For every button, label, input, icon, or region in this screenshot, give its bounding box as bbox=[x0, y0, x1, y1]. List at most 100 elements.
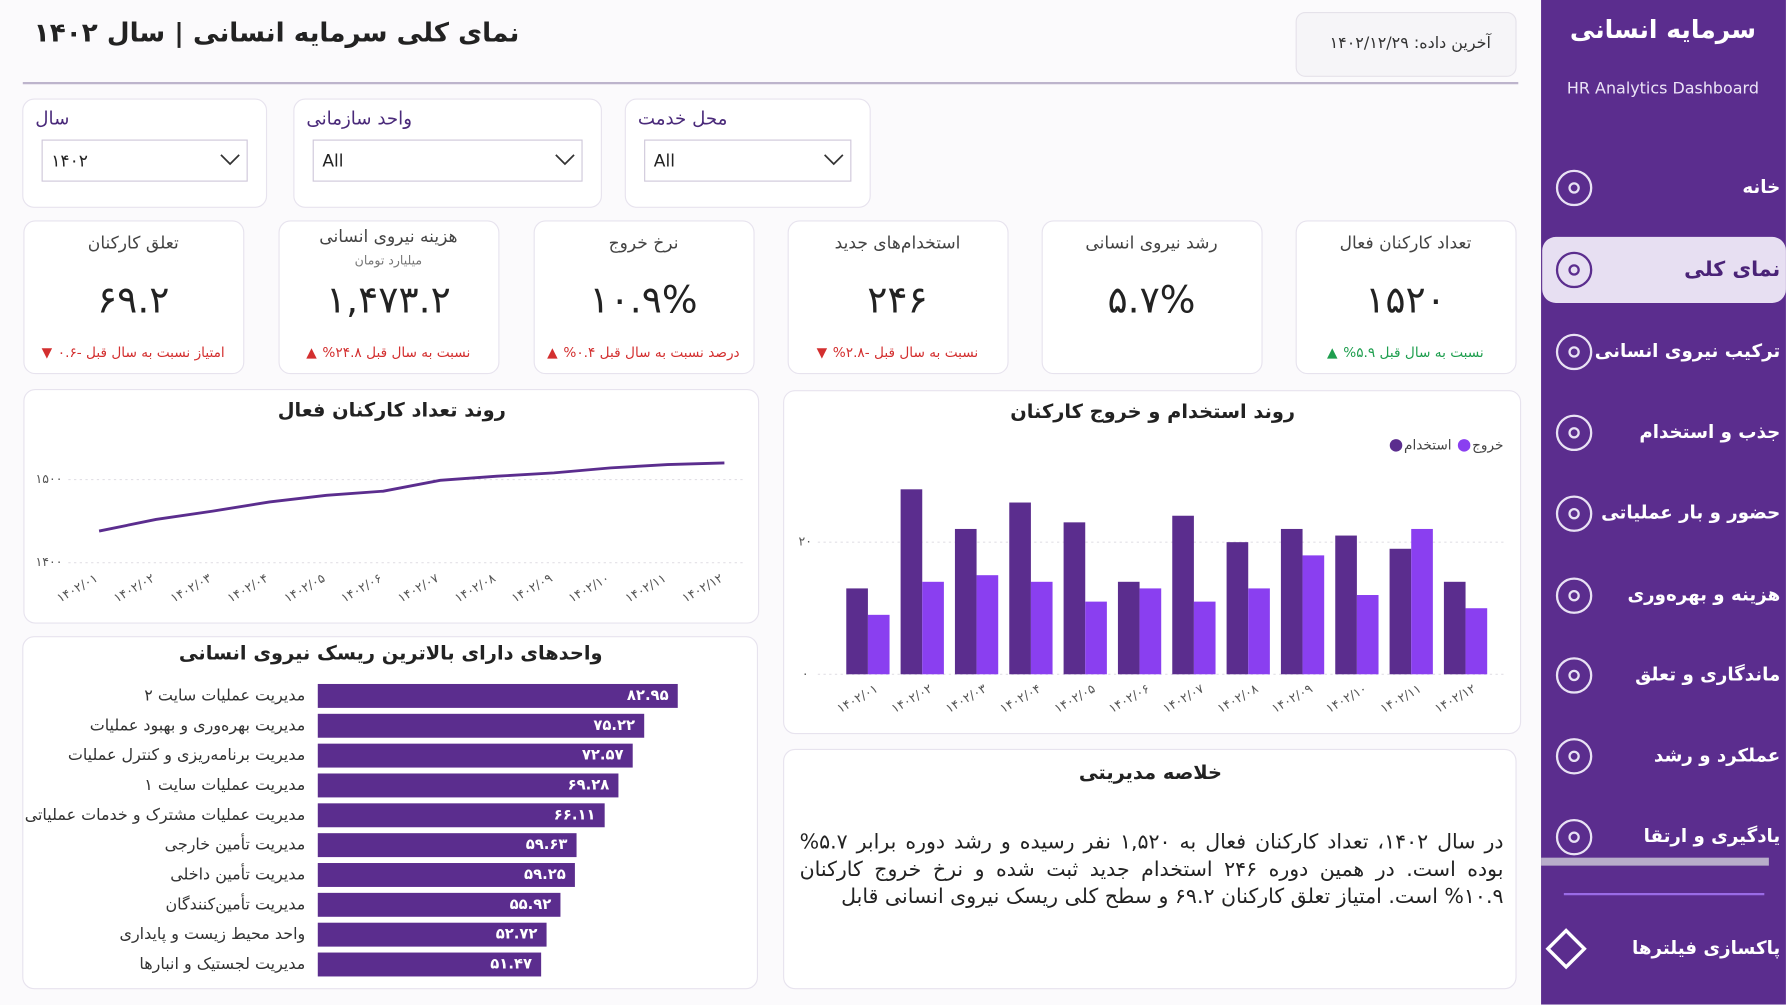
bar bbox=[317, 952, 542, 977]
bar bbox=[846, 588, 868, 675]
bar-label: ۶۹.۲۸ bbox=[568, 776, 610, 793]
bar bbox=[1009, 502, 1031, 675]
legend-label: استخدام bbox=[1404, 437, 1452, 453]
nav-item[interactable]: ماندگاری و تعلق bbox=[1635, 663, 1780, 685]
dropdown-chevron bbox=[220, 154, 240, 166]
bar bbox=[976, 575, 999, 675]
bar bbox=[317, 922, 547, 947]
bar-label: ۷۵.۲۲ bbox=[593, 717, 635, 734]
bar-label: ۵۹.۶۳ bbox=[526, 836, 568, 853]
filter-dropdown[interactable] bbox=[312, 139, 583, 182]
nav-icon bbox=[1555, 577, 1593, 614]
last-update: آخرین داده: ۱۴۰۲/۱۲/۲۹ bbox=[1330, 33, 1493, 53]
filter-label: سال bbox=[35, 109, 69, 130]
category-label: مدیریت لجستیک و انبارها bbox=[139, 954, 305, 974]
filter-dropdown[interactable] bbox=[41, 139, 248, 182]
kpi-value: ۲۴۶ bbox=[867, 277, 928, 321]
nav-item[interactable]: هزینه و بهره‌وری bbox=[1627, 585, 1780, 606]
category-label: مدیریت تأمین‌کنندگان bbox=[165, 893, 305, 914]
legend-swatch bbox=[1457, 439, 1471, 452]
y-tick-label: ۲۰ bbox=[799, 534, 812, 549]
kpi-card bbox=[23, 220, 245, 375]
bar bbox=[1085, 601, 1107, 675]
nav-icon-dot bbox=[1568, 750, 1580, 762]
kpi-card bbox=[1041, 220, 1263, 375]
kpi-title: نرخ خروج bbox=[609, 234, 679, 254]
bar bbox=[922, 581, 944, 675]
nav-item[interactable]: ترکیب نیروی انسانی bbox=[1595, 341, 1781, 362]
kpi-note: درصد نسبت به سال قبل ۰.۴% bbox=[563, 345, 739, 361]
kpi-title: استخدام‌های جدید bbox=[835, 234, 961, 254]
sidebar-title: سرمایه انسانی bbox=[1570, 15, 1756, 45]
nav-icon bbox=[1555, 818, 1593, 856]
bar-label: ۷۲.۵۷ bbox=[582, 747, 624, 764]
nav-icon-dot bbox=[1568, 346, 1580, 358]
bar bbox=[317, 863, 575, 887]
reset-icon bbox=[1545, 928, 1587, 970]
nav-item[interactable]: عملکرد و رشد bbox=[1654, 745, 1780, 766]
nav-icon bbox=[1555, 657, 1593, 694]
bar bbox=[1465, 608, 1488, 675]
dropdown-chevron bbox=[824, 154, 844, 166]
kpi-card bbox=[533, 220, 755, 375]
sidebar bbox=[1541, 0, 1786, 1005]
bar bbox=[1139, 588, 1162, 675]
nav-item[interactable]: جذب و استخدام bbox=[1639, 422, 1780, 443]
nav-icon bbox=[1555, 251, 1593, 289]
bar bbox=[1193, 601, 1216, 675]
summary-text: در سال ۱۴۰۲، تعداد کارکنان فعال به ۱,۵۲۰… bbox=[799, 830, 1504, 909]
bar bbox=[1030, 581, 1053, 675]
filter-value: ۱۴۰۲ bbox=[51, 152, 88, 172]
summary-panel bbox=[783, 748, 1517, 990]
filter-label: محل خدمت bbox=[638, 109, 728, 130]
nav-icon bbox=[1555, 738, 1593, 775]
bar bbox=[900, 489, 923, 675]
filter-value: All bbox=[654, 152, 675, 172]
category-label: مدیریت عملیات مشترک و خدمات عملیاتی bbox=[25, 805, 306, 825]
category-label: مدیریت تأمین داخلی bbox=[170, 863, 305, 884]
bar bbox=[954, 528, 977, 675]
category-label: مدیریت برنامه‌ریزی و کنترل عملیات bbox=[68, 745, 305, 765]
kpi-arrow: ▼ bbox=[817, 345, 828, 361]
category-label: مدیریت عملیات سایت ۲ bbox=[144, 685, 305, 705]
sidebar-scroll bbox=[1541, 857, 1769, 866]
update-box bbox=[1295, 11, 1517, 77]
bar bbox=[1411, 528, 1433, 675]
nav-item[interactable]: حضور و بار عملیاتی bbox=[1601, 503, 1780, 524]
filter-dropdown[interactable] bbox=[644, 139, 852, 182]
dropdown-chevron bbox=[555, 154, 575, 166]
bar bbox=[1302, 555, 1325, 675]
chart-title: روند استخدام و خروج کارکنان bbox=[1010, 400, 1295, 423]
nav-item[interactable]: یادگیری و ارتقا bbox=[1644, 825, 1781, 847]
kpi-title: هزینه نیروی انسانی bbox=[319, 227, 457, 247]
bar-label: ۵۵.۹۲ bbox=[510, 896, 552, 913]
kpi-value: ۶۹.۲ bbox=[97, 277, 169, 321]
bar-label: ۵۹.۲۵ bbox=[524, 866, 566, 883]
kpi-card bbox=[278, 220, 500, 375]
kpi-title: رشد نیروی انسانی bbox=[1085, 234, 1217, 254]
kpi-title: تعلق کارکنان bbox=[88, 234, 179, 254]
nav-icon bbox=[1555, 495, 1593, 532]
kpi-note: نسبت به سال قبل -۲.۸% bbox=[833, 345, 978, 361]
bar bbox=[317, 683, 678, 708]
bar bbox=[317, 773, 619, 798]
reset-button[interactable]: پاکسازی فیلترها bbox=[1632, 938, 1780, 959]
bar bbox=[1389, 548, 1412, 675]
bar bbox=[317, 833, 577, 858]
bar bbox=[1356, 595, 1379, 675]
kpi-value: ۱۰.۹% bbox=[589, 277, 697, 321]
category-label: مدیریت بهره‌وری و بهبود عملیات bbox=[90, 715, 306, 735]
nav-icon bbox=[1555, 414, 1593, 452]
nav-icon-dot bbox=[1568, 669, 1580, 682]
chart-title: واحدهای دارای بالاترین ریسک نیروی انسانی bbox=[179, 641, 603, 664]
nav-item[interactable]: نمای کلی bbox=[1684, 257, 1780, 281]
bar-label: ۸۲.۹۵ bbox=[627, 687, 669, 704]
nav-item[interactable]: خانه bbox=[1742, 177, 1780, 198]
summary-title: خلاصه مدیریتی bbox=[1079, 761, 1222, 784]
kpi-card bbox=[787, 220, 1009, 375]
nav-icon-dot bbox=[1568, 182, 1580, 194]
legend-label: خروج bbox=[1472, 437, 1503, 453]
bar bbox=[1063, 522, 1086, 675]
nav-icon-dot bbox=[1568, 264, 1580, 276]
